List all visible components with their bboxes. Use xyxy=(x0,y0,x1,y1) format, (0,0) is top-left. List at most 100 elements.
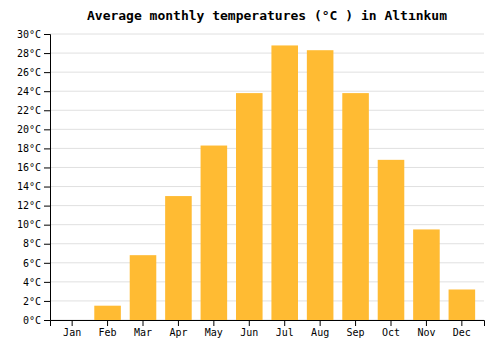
y-tick: 20°C xyxy=(17,124,50,135)
bar xyxy=(413,229,440,320)
y-tick-label: 16°C xyxy=(17,162,41,173)
y-tick-mark xyxy=(44,206,50,207)
y-tick-label: 22°C xyxy=(17,105,41,116)
bar xyxy=(271,45,298,320)
x-tick-mark xyxy=(320,320,321,326)
bar xyxy=(236,93,263,320)
x-tick: Sep xyxy=(347,320,365,338)
y-tick-mark xyxy=(44,282,50,283)
title: Average monthly temperatures (°C ) in Al… xyxy=(87,8,447,23)
y-tick-label: 18°C xyxy=(17,143,41,154)
y-tick-label: 8°C xyxy=(23,238,41,249)
y-tick-mark xyxy=(44,91,50,92)
y-tick-mark xyxy=(44,167,50,168)
y-tick-mark xyxy=(44,320,50,321)
y-tick-label: 14°C xyxy=(17,181,41,192)
grid-line xyxy=(50,53,484,54)
x-tick-label: Feb xyxy=(99,327,117,338)
y-tick-label: 6°C xyxy=(23,258,41,269)
x-tick: Feb xyxy=(99,320,117,338)
x-tick-label: Mar xyxy=(134,327,152,338)
y-tick-label: 26°C xyxy=(17,67,41,78)
bar xyxy=(378,160,405,320)
y-tick: 10°C xyxy=(17,219,50,230)
x-tick-label: May xyxy=(205,327,223,338)
y-tick-label: 24°C xyxy=(17,86,41,97)
y-tick: 8°C xyxy=(23,238,50,249)
x-tick-label: Oct xyxy=(382,327,400,338)
x-tick: Nov xyxy=(417,320,435,338)
grid-line xyxy=(50,34,484,35)
y-tick-label: 2°C xyxy=(23,296,41,307)
x-tick-mark xyxy=(249,320,250,326)
grid-line xyxy=(50,224,484,225)
y-tick-mark xyxy=(44,72,50,73)
grid-line xyxy=(50,110,484,111)
y-tick: 18°C xyxy=(17,143,50,154)
bar xyxy=(307,50,334,320)
x-tick: Jun xyxy=(240,320,258,338)
bar xyxy=(449,289,476,320)
y-tick-label: 0°C xyxy=(23,315,41,326)
y-tick-label: 30°C xyxy=(17,29,41,40)
y-tick: 4°C xyxy=(23,277,50,288)
x-tick-label: Dec xyxy=(453,327,471,338)
x-tick-label: Apr xyxy=(169,327,187,338)
y-tick-label: 28°C xyxy=(17,48,41,59)
x-tick: Dec xyxy=(453,320,471,338)
chart: Average monthly temperatures (°C ) in Al… xyxy=(0,0,500,350)
x-tick: Jan xyxy=(63,320,81,338)
y-tick-mark xyxy=(44,225,50,226)
x-tick-label: Jul xyxy=(276,327,294,338)
x-tick-mark xyxy=(391,320,392,326)
grid-line xyxy=(50,91,484,92)
x-tick: Aug xyxy=(311,320,329,338)
bar xyxy=(201,146,228,320)
y-tick: 12°C xyxy=(17,200,50,211)
bar xyxy=(165,196,192,320)
grid-line xyxy=(50,186,484,187)
x-tick: Jul xyxy=(276,320,294,338)
y-tick-mark xyxy=(44,244,50,245)
x-tick-mark xyxy=(107,320,108,326)
grid-line xyxy=(50,148,484,149)
y-tick: 16°C xyxy=(17,162,50,173)
x-tick-label: Nov xyxy=(417,327,435,338)
bar xyxy=(342,93,369,320)
y-axis-line xyxy=(44,35,51,321)
grid-line xyxy=(50,129,484,130)
x-axis: Jan Feb Mar Apr May Jun Jul Aug Sep Oct Nov Dec xyxy=(51,320,485,338)
x-tick-mark xyxy=(213,320,214,326)
y-tick-label: 4°C xyxy=(23,277,41,288)
y-tick-mark xyxy=(44,34,50,35)
bars xyxy=(94,45,475,320)
y-axis: 0°C 2°C 4°C 6°C 8°C 10°C 12°C 14°C 16°C 18°C 20°C 2… xyxy=(17,29,51,326)
x-tick: Oct xyxy=(382,320,400,338)
x-tick: Apr xyxy=(169,320,187,338)
x-tick-mark xyxy=(355,320,356,326)
y-tick: 6°C xyxy=(23,258,50,269)
y-tick-mark xyxy=(44,110,50,111)
y-tick-mark xyxy=(44,301,50,302)
x-tick: May xyxy=(205,320,223,338)
y-tick-mark xyxy=(44,187,50,188)
y-tick-label: 12°C xyxy=(17,200,41,211)
grid-line xyxy=(50,167,484,168)
bar xyxy=(130,255,157,320)
x-tick: Mar xyxy=(134,320,152,338)
grid-line xyxy=(50,205,484,206)
plot: Jan Feb Mar Apr May Jun Jul Aug Sep Oct Nov Dec 0°C 2… xyxy=(17,29,485,338)
y-tick-mark xyxy=(44,148,50,149)
x-tick-label: Jan xyxy=(63,327,81,338)
y-tick: 22°C xyxy=(17,105,50,116)
y-tick-label: 10°C xyxy=(17,219,41,230)
x-tick-mark xyxy=(461,320,462,326)
y-tick: 30°C xyxy=(17,29,50,40)
grid-line xyxy=(50,72,484,73)
y-tick-mark xyxy=(44,53,50,54)
x-tick-label: Jun xyxy=(240,327,258,338)
y-tick-mark xyxy=(44,263,50,264)
grid xyxy=(50,34,484,320)
y-tick: 2°C xyxy=(23,296,50,307)
x-axis-line xyxy=(51,321,485,327)
